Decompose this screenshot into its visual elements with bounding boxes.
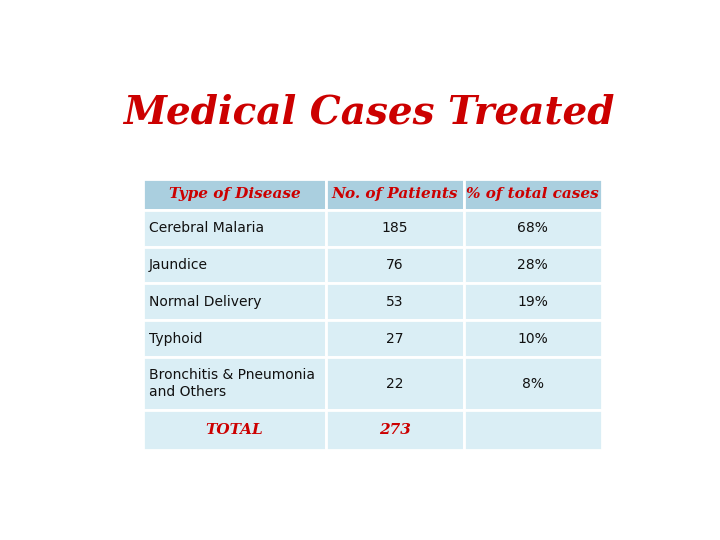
Bar [464, 357, 601, 410]
Text: % of total cases: % of total cases [467, 187, 599, 201]
Bar [143, 357, 326, 410]
Text: Jaundice: Jaundice [149, 258, 208, 272]
Bar [326, 284, 464, 320]
Text: Type of Disease: Type of Disease [168, 187, 300, 201]
Text: Typhoid: Typhoid [149, 332, 202, 346]
Text: 22: 22 [387, 376, 404, 390]
Text: 27: 27 [387, 332, 404, 346]
Text: 76: 76 [386, 258, 404, 272]
Text: 185: 185 [382, 221, 408, 235]
Bar [464, 210, 601, 247]
Bar [464, 320, 601, 357]
Bar [143, 210, 326, 247]
Text: 10%: 10% [517, 332, 548, 346]
Text: 19%: 19% [517, 295, 548, 309]
Text: Cerebral Malaria: Cerebral Malaria [149, 221, 264, 235]
Text: 68%: 68% [517, 221, 548, 235]
Bar [326, 210, 464, 247]
Bar [143, 247, 326, 284]
Bar [143, 410, 326, 450]
Text: TOTAL: TOTAL [206, 423, 264, 437]
Bar [464, 410, 601, 450]
Bar [464, 247, 601, 284]
Bar [143, 320, 326, 357]
Text: Normal Delivery: Normal Delivery [149, 295, 261, 309]
Text: 28%: 28% [517, 258, 548, 272]
Bar [326, 247, 464, 284]
Bar [464, 179, 601, 210]
Bar [143, 284, 326, 320]
Text: 273: 273 [379, 423, 411, 437]
Bar [326, 357, 464, 410]
Bar [326, 179, 464, 210]
Bar [326, 410, 464, 450]
Bar [464, 284, 601, 320]
Bar [326, 320, 464, 357]
Text: Medical Cases Treated: Medical Cases Treated [123, 93, 615, 132]
Bar [143, 179, 326, 210]
Text: No. of Patients: No. of Patients [332, 187, 459, 201]
Text: 53: 53 [387, 295, 404, 309]
Text: 8%: 8% [522, 376, 544, 390]
Text: Bronchitis & Pneumonia
and Others: Bronchitis & Pneumonia and Others [149, 368, 315, 399]
